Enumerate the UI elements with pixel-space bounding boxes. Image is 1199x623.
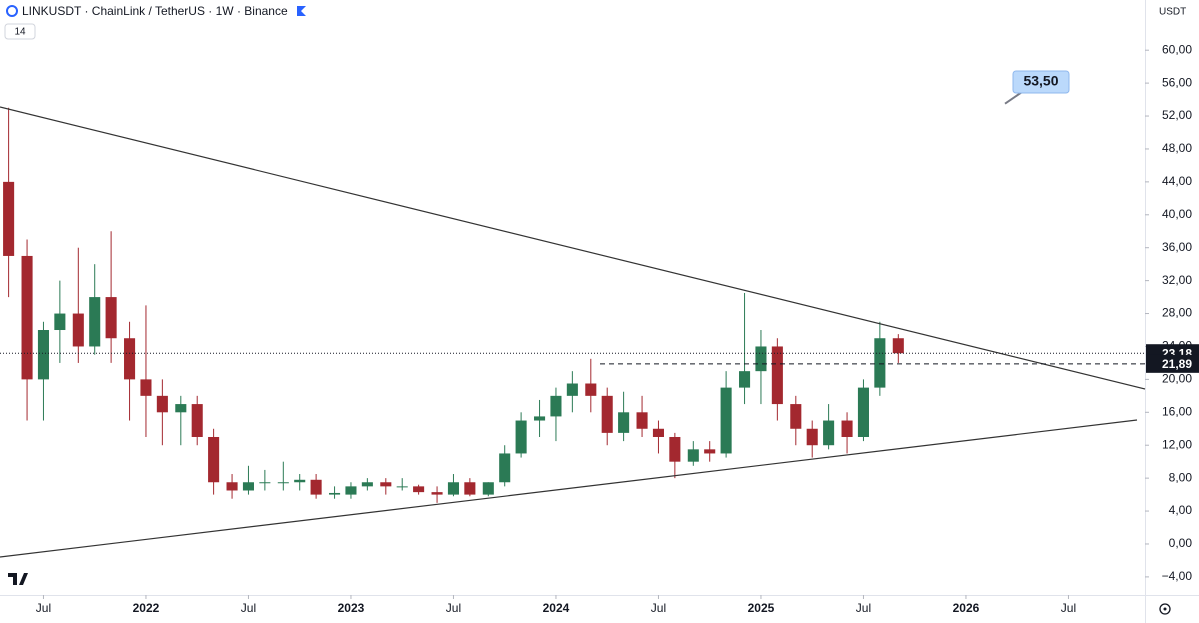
candle-body — [140, 379, 152, 396]
x-tick-label: Jul — [1061, 601, 1076, 615]
candle-body — [21, 255, 33, 380]
candle-body — [242, 482, 254, 491]
price-label-box — [1146, 354, 1199, 373]
candle-body — [687, 449, 699, 462]
indicator-badge[interactable] — [4, 23, 36, 40]
y-tick-label: 16,00 — [1162, 404, 1192, 418]
plot-area — [3, 107, 904, 503]
callout-box — [1012, 70, 1070, 94]
x-tick-label: Jul — [36, 601, 51, 615]
candle-body — [124, 338, 136, 380]
candle-body — [89, 297, 101, 347]
candle-body — [585, 383, 597, 396]
y-tick-label: 52,00 — [1162, 108, 1192, 122]
y-tick-label: 4,00 — [1169, 503, 1193, 517]
candle-body — [396, 486, 408, 488]
symbol-icon[interactable] — [6, 5, 18, 17]
price-label: 21,89 — [1162, 357, 1192, 371]
candle-body — [329, 492, 341, 495]
candle-body — [652, 428, 664, 437]
candle-body — [431, 492, 443, 495]
candle-body — [175, 404, 187, 413]
y-tick-label: 48,00 — [1162, 141, 1192, 155]
x-tick-label: Jul — [446, 601, 461, 615]
x-tick-label: 2024 — [543, 601, 570, 615]
x-tick-label: 2022 — [133, 601, 160, 615]
candle-body — [874, 338, 886, 388]
candle-body — [601, 395, 613, 433]
candle-body — [755, 346, 767, 372]
candle-body — [636, 412, 648, 429]
y-tick-label: 60,00 — [1162, 42, 1192, 56]
y-tick-label: 12,00 — [1162, 437, 1192, 451]
candle-body — [380, 482, 392, 487]
y-tick-label: 8,00 — [1169, 470, 1193, 484]
candle-body — [413, 486, 425, 493]
settings-icon[interactable] — [1159, 603, 1171, 615]
y-tick-label: 44,00 — [1162, 174, 1192, 188]
y-tick-label: 0,00 — [1169, 536, 1193, 550]
candle-body — [294, 479, 306, 483]
candle-body — [790, 404, 802, 429]
candle-body — [54, 313, 66, 331]
candle-body — [37, 330, 49, 380]
y-tick-label: 28,00 — [1162, 306, 1192, 320]
candle-body — [156, 395, 168, 413]
indicator-label: 14 — [14, 27, 26, 38]
currency-label: USDT — [1159, 7, 1186, 18]
chart-title: LINKUSDT · ChainLink / TetherUS · 1W · B… — [22, 4, 288, 18]
candle-body — [669, 436, 681, 462]
y-tick-label: 32,00 — [1162, 273, 1192, 287]
callout-pointer — [1004, 91, 1023, 105]
candle-body — [534, 416, 546, 421]
candle-body — [482, 482, 494, 495]
candle-body — [345, 486, 357, 495]
candle-body — [566, 383, 578, 396]
candle-body — [72, 313, 84, 347]
settings-dot — [1163, 607, 1167, 611]
candle-body — [191, 404, 203, 437]
candle-body — [515, 420, 527, 454]
candle-body — [105, 297, 117, 339]
y-tick-label: 20,00 — [1162, 372, 1192, 386]
candle-body — [361, 482, 373, 487]
candle-body — [310, 479, 322, 495]
candle-body — [857, 387, 869, 437]
y-tick-label: −4,00 — [1162, 569, 1193, 583]
candle-body — [704, 449, 716, 454]
flag-icon[interactable] — [297, 6, 306, 16]
candle-body — [226, 482, 238, 491]
lower-trendline — [0, 419, 1138, 558]
candle-body — [841, 420, 853, 437]
y-tick-label: 56,00 — [1162, 75, 1192, 89]
candle-body — [3, 181, 15, 256]
candle-body — [208, 436, 220, 483]
candle-body — [739, 371, 751, 388]
logo-mark — [8, 573, 28, 585]
y-tick-label: 36,00 — [1162, 240, 1192, 254]
x-tick-label: 2026 — [953, 601, 980, 615]
callout-label: 53,50 — [1023, 73, 1058, 89]
candle-body — [277, 482, 289, 484]
x-tick-label: 2025 — [748, 601, 775, 615]
x-tick-label: 2023 — [338, 601, 365, 615]
x-tick-label: Jul — [651, 601, 666, 615]
candle-body — [771, 346, 783, 405]
x-tick-label: Jul — [241, 601, 256, 615]
candle-body — [823, 420, 835, 446]
candle-body — [720, 387, 732, 454]
candle-body — [259, 482, 271, 484]
candle-body — [464, 482, 476, 495]
candle-body — [618, 412, 630, 433]
candle-body — [550, 395, 562, 417]
y-tick-label: 40,00 — [1162, 207, 1192, 221]
upper-trendline — [0, 106, 1146, 390]
x-tick-label: Jul — [856, 601, 871, 615]
candle-body — [447, 482, 459, 495]
candle-body — [499, 453, 511, 483]
candle-body — [806, 428, 818, 446]
candle-body — [892, 338, 904, 354]
